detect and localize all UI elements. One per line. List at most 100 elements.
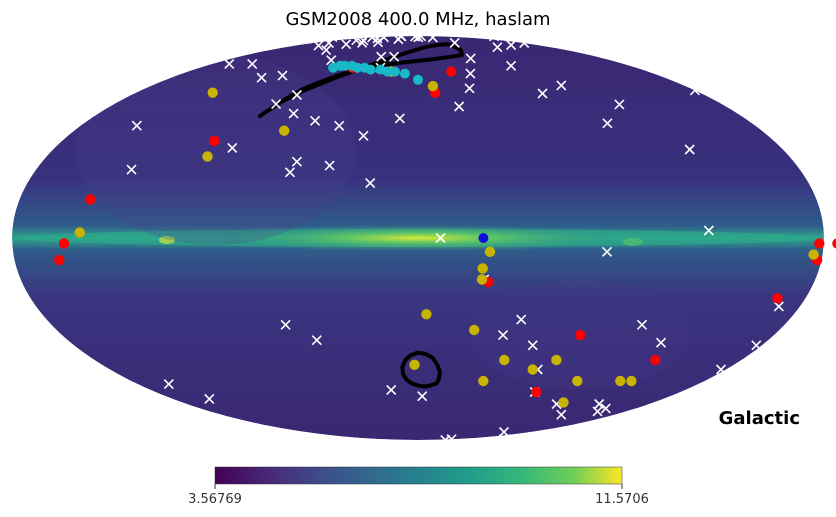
white-marker-154 xyxy=(313,40,324,51)
white-marker-4 xyxy=(703,225,714,236)
yellow-marker-19 xyxy=(74,227,86,238)
white-marker-105 xyxy=(160,33,171,44)
white-marker-76 xyxy=(509,434,520,445)
yellow-marker-14 xyxy=(572,375,583,387)
yellow-marker-20 xyxy=(207,87,218,98)
white-marker-93 xyxy=(653,432,664,443)
white-marker-37 xyxy=(204,393,215,404)
colorbar-min-label: 3.56769 xyxy=(188,492,242,507)
white-marker-65 xyxy=(91,401,102,412)
yellow-marker-1 xyxy=(615,375,626,387)
red-marker-0 xyxy=(446,66,457,77)
blue-marker-0 xyxy=(478,233,489,243)
white-marker-13 xyxy=(394,113,405,124)
colorbar: 3.56769 11.5706 xyxy=(188,466,649,507)
white-marker-56 xyxy=(280,319,291,330)
cyan-marker-8 xyxy=(347,60,357,71)
white-marker-52 xyxy=(417,391,428,402)
mollweide-map xyxy=(12,36,824,440)
yellow-marker-0 xyxy=(626,375,637,387)
cyan-marker-11 xyxy=(328,62,339,73)
white-marker-19 xyxy=(454,101,465,112)
white-marker-167 xyxy=(516,314,527,325)
yellow-marker-12 xyxy=(499,354,510,366)
white-marker-160 xyxy=(288,108,299,119)
cyan-marker-2 xyxy=(390,66,400,77)
white-marker-57 xyxy=(537,88,548,99)
red-marker-10 xyxy=(85,194,96,205)
yellow-marker-5 xyxy=(527,364,538,375)
upper-left-lobe xyxy=(75,55,355,245)
white-marker-44 xyxy=(684,144,695,155)
yellow-marker-17 xyxy=(279,125,290,136)
white-marker-18 xyxy=(413,32,424,43)
white-marker-31 xyxy=(715,364,727,375)
colorbar-max-label: 11.5706 xyxy=(595,492,649,507)
red-marker-11 xyxy=(58,238,70,249)
white-marker-165 xyxy=(435,232,446,244)
white-marker-159 xyxy=(271,99,282,110)
white-marker-33 xyxy=(592,406,603,417)
colorbar-gradient xyxy=(214,466,623,485)
white-marker-164 xyxy=(365,178,376,189)
cyan-markers-layer xyxy=(328,60,423,85)
white-marker-162 xyxy=(334,120,345,131)
galactic-center-glow xyxy=(208,224,628,252)
bright-region-left xyxy=(159,236,175,244)
white-marker-82 xyxy=(244,432,255,444)
white-marker-1 xyxy=(291,89,302,101)
white-marker-135 xyxy=(498,434,509,445)
white-marker-53 xyxy=(386,384,397,395)
white-marker-30 xyxy=(773,301,784,312)
white-marker-9 xyxy=(376,51,387,62)
white-marker-46 xyxy=(636,319,648,330)
white-marker-43 xyxy=(492,42,503,53)
red-marker-6 xyxy=(531,386,542,398)
white-marker-88 xyxy=(293,31,304,42)
white-marker-24 xyxy=(506,60,517,71)
red-marker-12 xyxy=(54,254,65,266)
cyan-marker-0 xyxy=(413,74,423,85)
white-marker-62 xyxy=(519,37,530,49)
white-marker-34 xyxy=(506,39,517,51)
white-marker-32 xyxy=(395,31,406,42)
white-marker-64 xyxy=(0,350,2,361)
bright-region-right xyxy=(623,238,643,246)
white-marker-42 xyxy=(556,409,567,420)
red-marker-1 xyxy=(814,238,825,249)
white-marker-83 xyxy=(304,31,316,42)
white-marker-5 xyxy=(131,120,142,131)
yellow-marker-6 xyxy=(808,249,819,260)
white-marker-0 xyxy=(291,156,302,167)
chart-title: GSM2008 400.0 MHz, haslam xyxy=(285,9,550,30)
white-marker-163 xyxy=(358,130,369,141)
yellow-marker-7 xyxy=(558,397,569,408)
yellow-marker-11 xyxy=(469,324,480,336)
white-marker-168 xyxy=(527,340,538,351)
white-marker-39 xyxy=(751,340,762,351)
white-marker-25 xyxy=(227,142,238,153)
yellow-marker-10 xyxy=(421,309,432,320)
white-marker-157 xyxy=(321,45,332,56)
white-marker-117 xyxy=(8,39,19,50)
yellow-marker-4 xyxy=(484,246,496,257)
white-marker-58 xyxy=(556,80,567,91)
white-marker-3 xyxy=(256,72,267,83)
red-marker-14 xyxy=(575,329,586,341)
white-marker-47 xyxy=(601,246,613,257)
white-marker-155 xyxy=(378,32,389,43)
white-marker-55 xyxy=(311,335,322,346)
white-marker-156 xyxy=(358,35,369,46)
white-marker-84 xyxy=(440,434,451,446)
white-marker-152 xyxy=(689,85,700,96)
red-marker-9 xyxy=(209,135,220,147)
red-marker-5 xyxy=(650,354,661,366)
yellow-marker-13 xyxy=(551,354,562,366)
white-marker-27 xyxy=(614,99,625,110)
cyan-marker-1 xyxy=(399,68,410,79)
white-markers-layer xyxy=(0,31,784,446)
white-marker-40 xyxy=(163,379,174,390)
white-marker-161 xyxy=(310,115,321,126)
red-marker-2 xyxy=(832,238,836,249)
